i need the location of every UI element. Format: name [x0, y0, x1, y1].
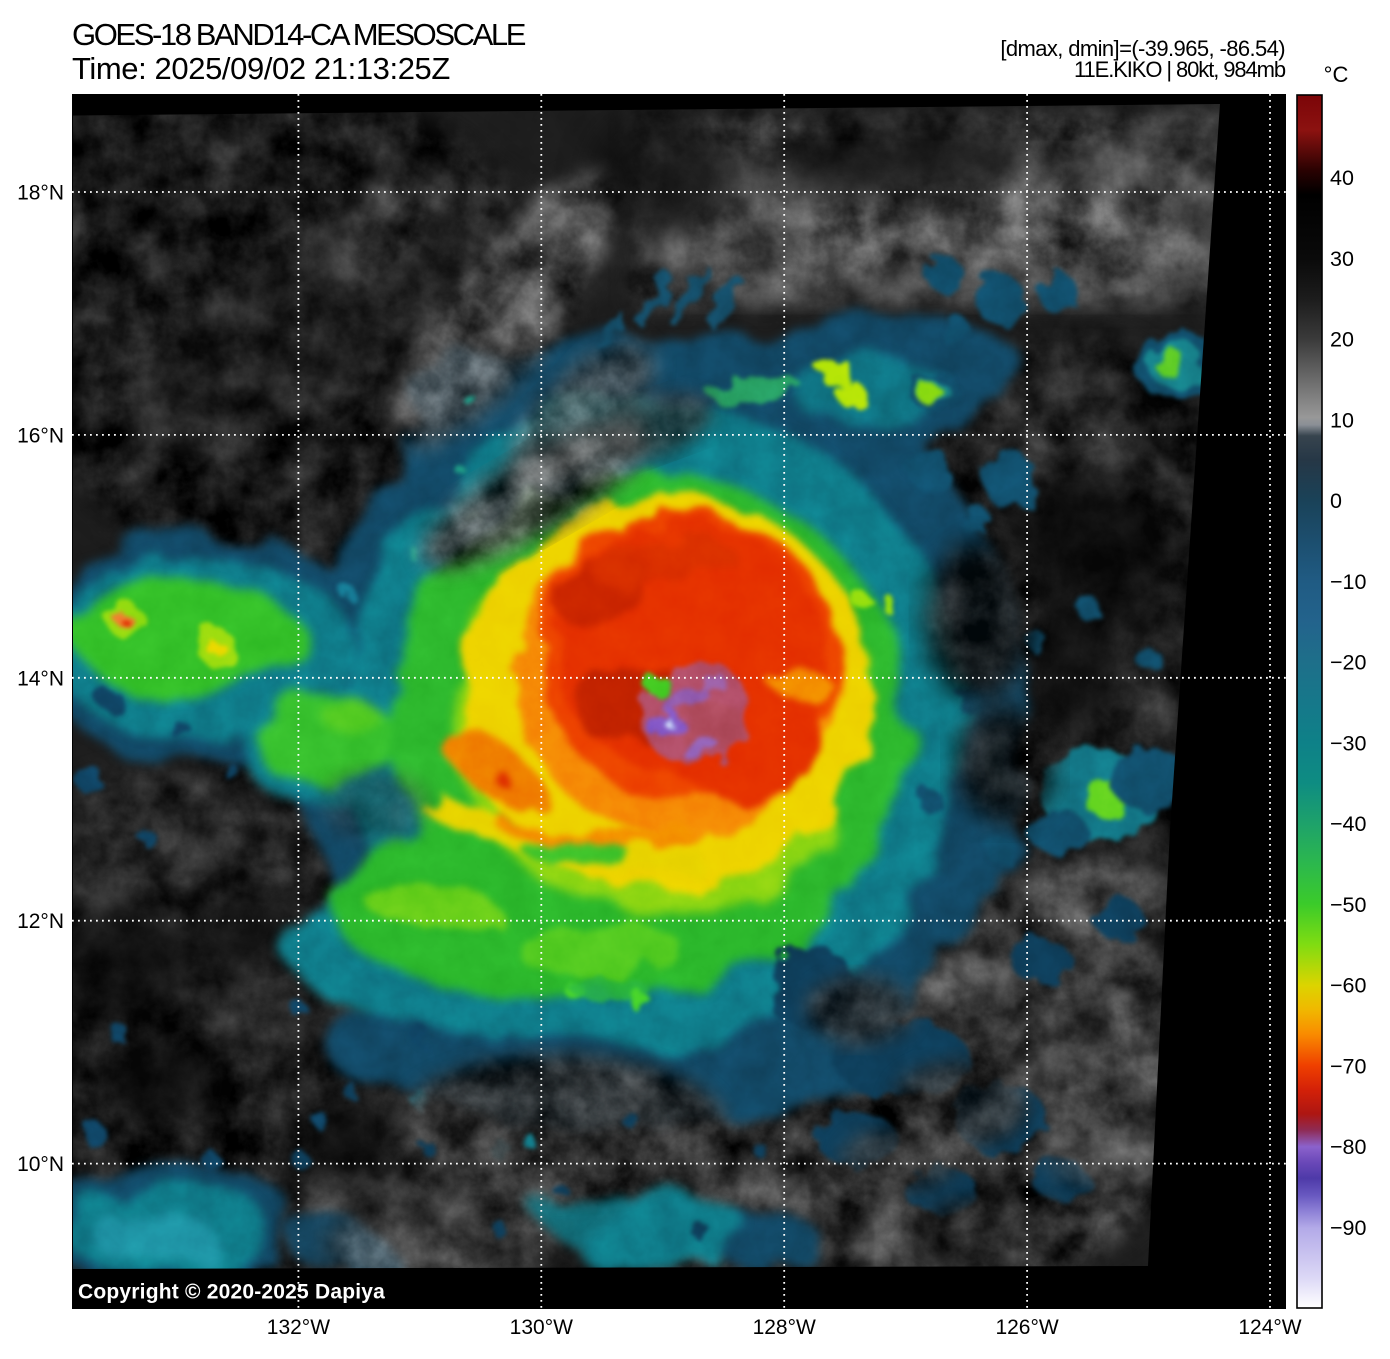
svg-text:11E.KIKO | 80kt, 984mb: 11E.KIKO | 80kt, 984mb: [1074, 57, 1286, 82]
svg-text:130°W: 130°W: [510, 1316, 573, 1339]
svg-text:20: 20: [1330, 328, 1354, 352]
svg-text:−50: −50: [1330, 893, 1367, 917]
svg-text:12°N: 12°N: [17, 910, 64, 933]
svg-text:10°N: 10°N: [17, 1153, 64, 1176]
svg-text:Time: 2025/09/02 21:13:25Z: Time: 2025/09/02 21:13:25Z: [72, 51, 450, 86]
svg-text:−10: −10: [1330, 570, 1367, 594]
svg-text:18°N: 18°N: [17, 182, 64, 205]
svg-text:124°W: 124°W: [1238, 1316, 1301, 1339]
svg-text:132°W: 132°W: [267, 1316, 330, 1339]
svg-text:−20: −20: [1330, 651, 1367, 675]
svg-text:10: 10: [1330, 408, 1354, 432]
svg-text:Copyright © 2020-2025 Dapiya: Copyright © 2020-2025 Dapiya: [78, 1281, 385, 1304]
svg-text:°C: °C: [1324, 62, 1349, 87]
svg-text:126°W: 126°W: [995, 1316, 1058, 1339]
svg-text:−40: −40: [1330, 812, 1367, 836]
svg-text:30: 30: [1330, 247, 1354, 271]
svg-text:GOES-18 BAND14-CA MESOSCALE: GOES-18 BAND14-CA MESOSCALE: [72, 17, 526, 52]
svg-text:0: 0: [1330, 489, 1342, 513]
svg-text:−80: −80: [1330, 1135, 1367, 1159]
svg-text:−60: −60: [1330, 974, 1367, 998]
svg-text:−90: −90: [1330, 1216, 1367, 1240]
svg-text:40: 40: [1330, 166, 1354, 190]
svg-text:−70: −70: [1330, 1054, 1367, 1078]
svg-text:[dmax, dmin]=(-39.965, -86.54): [dmax, dmin]=(-39.965, -86.54): [1000, 36, 1285, 61]
svg-text:128°W: 128°W: [753, 1316, 816, 1339]
svg-text:16°N: 16°N: [17, 424, 64, 447]
svg-text:14°N: 14°N: [17, 667, 64, 690]
svg-text:−30: −30: [1330, 731, 1367, 755]
